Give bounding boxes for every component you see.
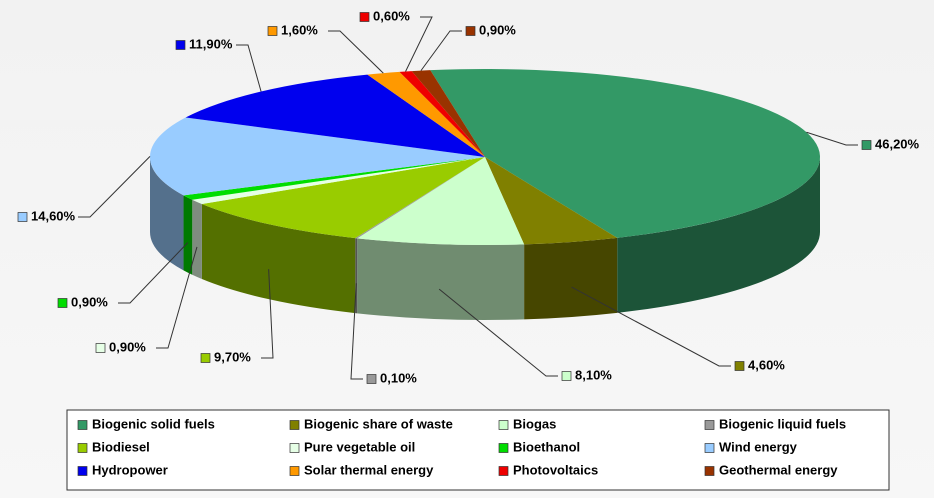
label-swatch <box>465 26 476 36</box>
legend-box <box>66 409 890 491</box>
legend-label: Hydropower <box>92 462 168 477</box>
data-label: 9,70% <box>214 349 251 364</box>
slice-top <box>185 74 486 157</box>
leader-line <box>350 283 363 380</box>
leader-line <box>78 156 151 218</box>
legend-label: Geothermal energy <box>719 462 838 477</box>
slice-top <box>201 157 485 239</box>
data-label: 14,60% <box>31 208 76 223</box>
data-label: 8,10% <box>575 367 612 382</box>
slice-top <box>183 157 485 200</box>
legend-swatch <box>704 466 715 476</box>
leader-line <box>236 44 262 92</box>
leader-line <box>806 131 858 146</box>
slice-side <box>357 238 525 320</box>
legend-swatch <box>289 443 300 453</box>
slice-side <box>192 199 202 280</box>
label-swatch <box>175 40 186 50</box>
data-label: 0,60% <box>373 8 410 23</box>
leader-line <box>405 16 433 72</box>
slice-top <box>485 157 618 245</box>
slice-top <box>367 71 485 157</box>
leader-line <box>261 269 274 359</box>
slice-top <box>355 157 485 239</box>
data-label: 0,90% <box>109 339 146 354</box>
slice-top <box>411 70 485 157</box>
data-label: 0,90% <box>71 294 108 309</box>
label-swatch <box>57 298 68 308</box>
slice-side <box>201 204 356 314</box>
legend-label: Biogenic liquid fuels <box>719 416 846 431</box>
legend-label: Wind energy <box>719 439 798 454</box>
data-label: 0,90% <box>479 22 516 37</box>
slice-side <box>150 157 184 271</box>
legend-label: Biogenic solid fuels <box>92 416 215 431</box>
data-label: 46,20% <box>875 136 920 151</box>
label-swatch <box>267 26 278 36</box>
legend-label: Solar thermal energy <box>304 462 434 477</box>
legend-label: Biodiesel <box>92 439 150 454</box>
label-swatch <box>95 343 106 353</box>
leader-line <box>571 286 731 367</box>
data-label: 11,90% <box>189 36 233 51</box>
legend-swatch <box>498 443 509 453</box>
legend-label: Biogas <box>513 416 556 431</box>
slice-top <box>192 157 485 205</box>
slice-side <box>617 157 820 313</box>
leader-line <box>328 30 384 74</box>
legend-label: Biogenic share of waste <box>304 416 453 431</box>
label-swatch <box>17 212 28 222</box>
slice-side <box>524 237 618 320</box>
legend-swatch <box>77 420 88 430</box>
label-swatch <box>366 374 377 384</box>
leader-line <box>420 30 462 71</box>
leader-line <box>156 246 198 349</box>
label-swatch <box>200 353 211 363</box>
legend-swatch <box>704 443 715 453</box>
data-label: 4,60% <box>748 357 785 372</box>
legend-label: Photovoltaics <box>513 462 598 477</box>
slice-top <box>357 157 525 245</box>
legend-swatch <box>77 466 88 476</box>
label-swatch <box>359 12 370 22</box>
legend-label: Pure vegetable oil <box>304 439 415 454</box>
slice-top <box>430 68 821 238</box>
slice-side <box>183 195 193 275</box>
slice-top <box>149 117 486 196</box>
legend-label: Bioethanol <box>513 439 580 454</box>
label-swatch <box>561 371 572 381</box>
slice-top <box>399 71 485 157</box>
legend-swatch <box>289 420 300 430</box>
label-swatch <box>734 361 745 371</box>
data-label: 1,60% <box>281 22 318 37</box>
leader-line <box>118 242 189 304</box>
data-label: 0,10% <box>380 370 417 385</box>
legend-swatch <box>498 420 509 430</box>
legend-swatch <box>289 466 300 476</box>
legend-swatch <box>498 466 509 476</box>
leader-line <box>438 288 558 377</box>
legend-swatch <box>77 443 88 453</box>
legend-swatch <box>704 420 715 430</box>
label-swatch <box>861 140 872 150</box>
